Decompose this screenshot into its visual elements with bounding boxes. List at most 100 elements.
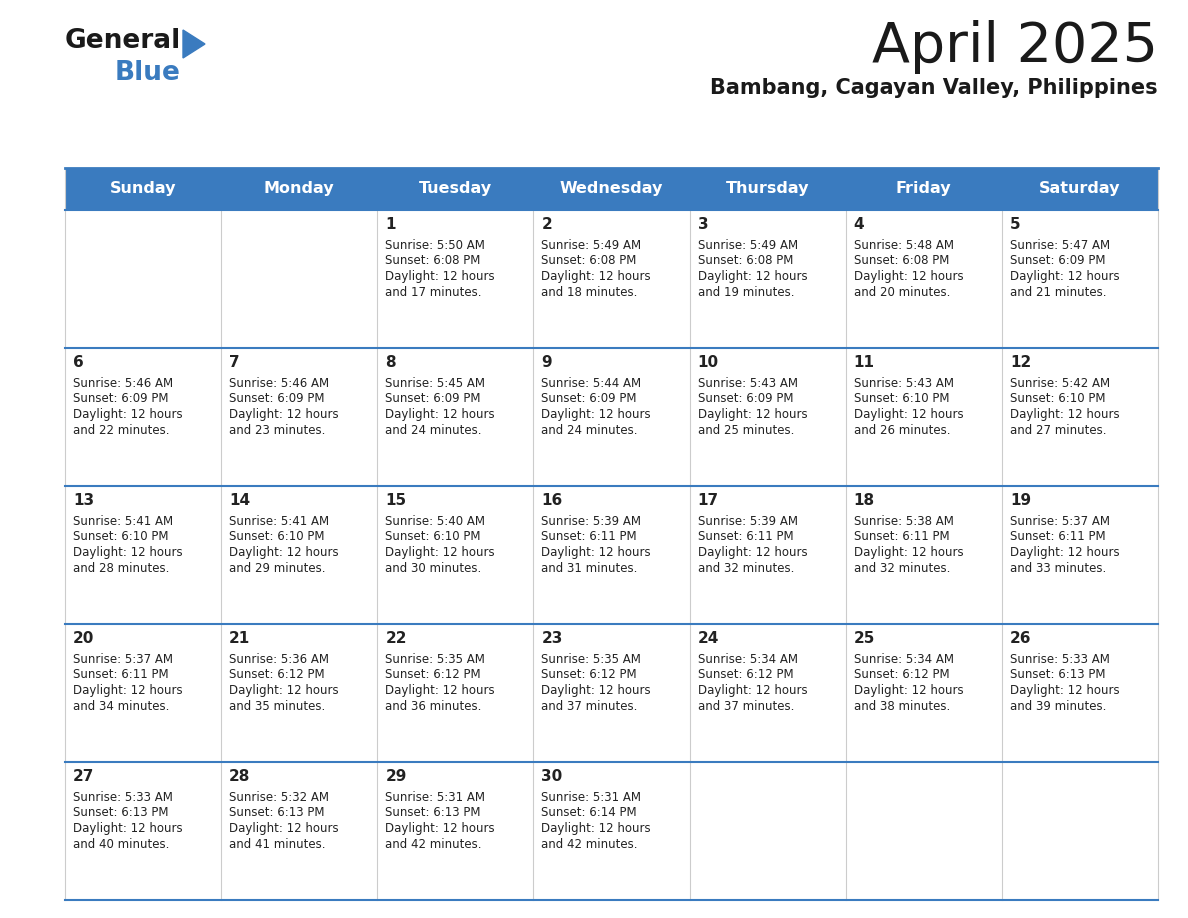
Text: and 37 minutes.: and 37 minutes.	[697, 700, 794, 712]
Bar	[533, 486, 689, 624]
Text: Sunset: 6:11 PM: Sunset: 6:11 PM	[542, 531, 637, 543]
Text: Wednesday: Wednesday	[560, 182, 663, 196]
Text: Sunrise: 5:40 AM: Sunrise: 5:40 AM	[385, 515, 485, 528]
Bar	[378, 348, 533, 486]
Text: and 26 minutes.: and 26 minutes.	[854, 423, 950, 436]
Text: Sunset: 6:09 PM: Sunset: 6:09 PM	[542, 393, 637, 406]
Text: Daylight: 12 hours: Daylight: 12 hours	[385, 408, 495, 421]
Text: and 21 minutes.: and 21 minutes.	[1010, 285, 1106, 298]
Text: Daylight: 12 hours: Daylight: 12 hours	[1010, 684, 1119, 697]
Text: Sunrise: 5:45 AM: Sunrise: 5:45 AM	[385, 377, 485, 390]
Text: Sunrise: 5:39 AM: Sunrise: 5:39 AM	[697, 515, 797, 528]
Text: Sunset: 6:08 PM: Sunset: 6:08 PM	[697, 254, 792, 267]
Text: Sunset: 6:09 PM: Sunset: 6:09 PM	[229, 393, 324, 406]
Bar	[846, 486, 1001, 624]
Text: Sunrise: 5:34 AM: Sunrise: 5:34 AM	[697, 653, 797, 666]
Text: 20: 20	[72, 631, 94, 646]
Text: Daylight: 12 hours: Daylight: 12 hours	[229, 408, 339, 421]
Text: Sunrise: 5:42 AM: Sunrise: 5:42 AM	[1010, 377, 1110, 390]
Text: 7: 7	[229, 355, 240, 370]
Text: Sunrise: 5:49 AM: Sunrise: 5:49 AM	[697, 239, 797, 252]
Text: 15: 15	[385, 493, 406, 508]
Text: 29: 29	[385, 769, 406, 784]
Text: 12: 12	[1010, 355, 1031, 370]
Text: April 2025: April 2025	[872, 20, 1158, 74]
Text: Friday: Friday	[896, 182, 952, 196]
Text: Sunset: 6:12 PM: Sunset: 6:12 PM	[854, 668, 949, 681]
Text: 5: 5	[1010, 217, 1020, 232]
Text: Sunrise: 5:35 AM: Sunrise: 5:35 AM	[385, 653, 485, 666]
Text: and 41 minutes.: and 41 minutes.	[229, 837, 326, 850]
Text: and 19 minutes.: and 19 minutes.	[697, 285, 794, 298]
Bar	[65, 210, 221, 348]
Text: Daylight: 12 hours: Daylight: 12 hours	[542, 546, 651, 559]
Text: and 36 minutes.: and 36 minutes.	[385, 700, 481, 712]
Text: Daylight: 12 hours: Daylight: 12 hours	[72, 822, 183, 835]
Text: and 37 minutes.: and 37 minutes.	[542, 700, 638, 712]
Bar	[221, 348, 378, 486]
Text: Sunrise: 5:43 AM: Sunrise: 5:43 AM	[697, 377, 797, 390]
Bar	[846, 762, 1001, 900]
Text: 28: 28	[229, 769, 251, 784]
Text: and 32 minutes.: and 32 minutes.	[697, 562, 794, 575]
Text: Sunrise: 5:32 AM: Sunrise: 5:32 AM	[229, 791, 329, 804]
Text: Sunrise: 5:35 AM: Sunrise: 5:35 AM	[542, 653, 642, 666]
Text: Sunrise: 5:46 AM: Sunrise: 5:46 AM	[229, 377, 329, 390]
Text: and 24 minutes.: and 24 minutes.	[385, 423, 482, 436]
Text: Tuesday: Tuesday	[419, 182, 492, 196]
Text: Sunrise: 5:31 AM: Sunrise: 5:31 AM	[542, 791, 642, 804]
Text: Sunset: 6:12 PM: Sunset: 6:12 PM	[542, 668, 637, 681]
Text: Monday: Monday	[264, 182, 335, 196]
Text: Bambang, Cagayan Valley, Philippines: Bambang, Cagayan Valley, Philippines	[710, 78, 1158, 98]
Text: Daylight: 12 hours: Daylight: 12 hours	[542, 408, 651, 421]
Text: 14: 14	[229, 493, 251, 508]
Text: and 31 minutes.: and 31 minutes.	[542, 562, 638, 575]
Text: Daylight: 12 hours: Daylight: 12 hours	[385, 684, 495, 697]
Text: and 33 minutes.: and 33 minutes.	[1010, 562, 1106, 575]
Text: Daylight: 12 hours: Daylight: 12 hours	[1010, 270, 1119, 283]
Text: Thursday: Thursday	[726, 182, 809, 196]
Text: Daylight: 12 hours: Daylight: 12 hours	[385, 546, 495, 559]
Bar	[533, 762, 689, 900]
Text: Sunset: 6:13 PM: Sunset: 6:13 PM	[1010, 668, 1105, 681]
Text: Sunrise: 5:43 AM: Sunrise: 5:43 AM	[854, 377, 954, 390]
Text: Sunrise: 5:46 AM: Sunrise: 5:46 AM	[72, 377, 173, 390]
Text: Sunrise: 5:33 AM: Sunrise: 5:33 AM	[72, 791, 173, 804]
Text: and 23 minutes.: and 23 minutes.	[229, 423, 326, 436]
Text: 30: 30	[542, 769, 563, 784]
Text: 8: 8	[385, 355, 396, 370]
Bar	[65, 624, 221, 762]
Text: 17: 17	[697, 493, 719, 508]
Text: Daylight: 12 hours: Daylight: 12 hours	[854, 408, 963, 421]
Bar	[65, 348, 221, 486]
Bar	[689, 486, 846, 624]
Text: Sunset: 6:13 PM: Sunset: 6:13 PM	[72, 807, 169, 820]
Text: Sunset: 6:11 PM: Sunset: 6:11 PM	[1010, 531, 1106, 543]
Text: Sunset: 6:10 PM: Sunset: 6:10 PM	[385, 531, 481, 543]
Text: 6: 6	[72, 355, 83, 370]
Text: and 32 minutes.: and 32 minutes.	[854, 562, 950, 575]
Text: Sunset: 6:09 PM: Sunset: 6:09 PM	[385, 393, 481, 406]
Bar	[1001, 624, 1158, 762]
Text: Sunrise: 5:33 AM: Sunrise: 5:33 AM	[1010, 653, 1110, 666]
Text: Sunset: 6:12 PM: Sunset: 6:12 PM	[229, 668, 324, 681]
Text: and 35 minutes.: and 35 minutes.	[229, 700, 326, 712]
Text: Sunset: 6:10 PM: Sunset: 6:10 PM	[72, 531, 169, 543]
Text: Sunset: 6:10 PM: Sunset: 6:10 PM	[854, 393, 949, 406]
Text: Sunset: 6:09 PM: Sunset: 6:09 PM	[72, 393, 169, 406]
Text: Sunrise: 5:31 AM: Sunrise: 5:31 AM	[385, 791, 485, 804]
Bar	[378, 486, 533, 624]
Text: Sunrise: 5:49 AM: Sunrise: 5:49 AM	[542, 239, 642, 252]
Text: Daylight: 12 hours: Daylight: 12 hours	[72, 546, 183, 559]
Text: Blue: Blue	[115, 60, 181, 86]
Bar	[378, 762, 533, 900]
Text: Sunrise: 5:48 AM: Sunrise: 5:48 AM	[854, 239, 954, 252]
Text: Sunrise: 5:41 AM: Sunrise: 5:41 AM	[229, 515, 329, 528]
Text: and 25 minutes.: and 25 minutes.	[697, 423, 794, 436]
Text: Daylight: 12 hours: Daylight: 12 hours	[697, 684, 807, 697]
Text: Sunset: 6:11 PM: Sunset: 6:11 PM	[72, 668, 169, 681]
Text: Daylight: 12 hours: Daylight: 12 hours	[1010, 546, 1119, 559]
Text: 1: 1	[385, 217, 396, 232]
Bar	[533, 210, 689, 348]
Bar	[65, 762, 221, 900]
